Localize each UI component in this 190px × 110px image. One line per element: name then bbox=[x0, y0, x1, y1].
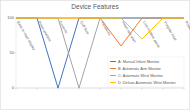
x-tick-label: Vibrations bbox=[100, 21, 112, 37]
x-tick bbox=[163, 88, 164, 90]
x-tick-label: Pulse analysis bbox=[37, 21, 52, 43]
x-tick bbox=[121, 88, 122, 90]
chart: Device Features 0 50 100Easy-to-read displa… bbox=[0, 0, 190, 110]
chart-root: Device Features 0 50 100Easy-to-read displa… bbox=[0, 0, 190, 110]
series-line bbox=[16, 18, 184, 88]
legend: A: Manual Infant Monitor B: Automatic Arm… bbox=[108, 57, 184, 87]
legend-label: B: Automatic Arm Monitor bbox=[118, 67, 162, 71]
x-tick bbox=[37, 88, 38, 90]
y-tick-label: 100 bbox=[7, 15, 14, 20]
x-tick bbox=[16, 88, 17, 90]
y-axis bbox=[16, 18, 17, 88]
legend-swatch bbox=[110, 75, 116, 76]
x-tick-label: Power adaptor bbox=[184, 21, 190, 44]
series-line bbox=[16, 18, 184, 39]
series-line bbox=[16, 18, 184, 88]
x-tick-label: Irregular beat bbox=[163, 21, 177, 42]
x-tick bbox=[142, 88, 143, 90]
legend-swatch bbox=[110, 61, 116, 62]
series-line bbox=[16, 18, 184, 46]
y-tick-label: 0 bbox=[12, 85, 15, 90]
x-tick-label: Easy-to-read display bbox=[16, 21, 36, 52]
x-tick bbox=[100, 88, 101, 90]
legend-label: A: Manual Infant Monitor bbox=[118, 60, 160, 64]
title: Device Features bbox=[71, 3, 119, 10]
x-tick-label: Low-number alarm bbox=[142, 21, 160, 49]
x-tick bbox=[184, 88, 185, 90]
legend-swatch bbox=[110, 82, 116, 83]
legend-label: D: Deluxe Automatic Wrist Monitor bbox=[118, 81, 176, 85]
chart-border bbox=[1, 1, 190, 110]
lines bbox=[16, 18, 184, 88]
legend-box bbox=[108, 57, 184, 87]
x-tick-label: Cuff Size bbox=[79, 21, 90, 36]
legend-label: C: Automatic Wrist Monitor bbox=[118, 74, 164, 78]
legend-swatch bbox=[110, 68, 116, 69]
y-tick-label: 50 bbox=[10, 50, 15, 55]
x-axis bbox=[16, 88, 184, 89]
